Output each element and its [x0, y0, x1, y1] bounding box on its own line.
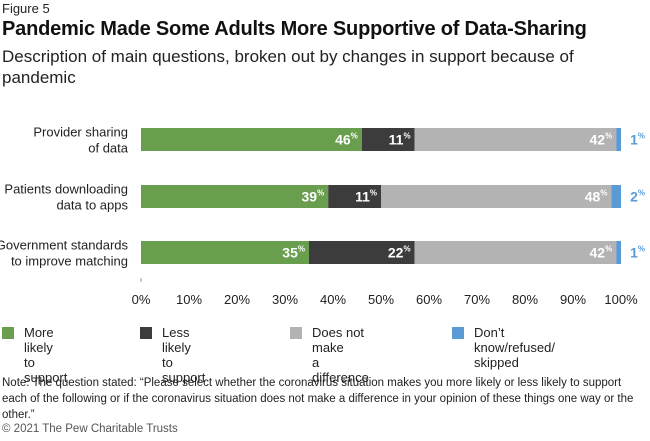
data-label: 42%	[589, 245, 612, 261]
legend-label: Less likely to support	[162, 325, 206, 385]
category-label: Government standards to improve matching	[0, 238, 129, 269]
bar-segment	[141, 241, 309, 264]
data-label: 2%	[630, 189, 645, 205]
figure-label: Figure 5	[2, 1, 50, 16]
chart-title: Pandemic Made Some Adults More Supportiv…	[2, 18, 587, 40]
legend-swatch	[290, 327, 302, 339]
data-label: 35%	[282, 245, 305, 261]
stacked-bar-chart: Provider sharing of data 46% 11% 42% 1% Patien…	[0, 125, 645, 308]
legend-label: More likely to support	[24, 325, 68, 385]
legend-swatch	[140, 327, 152, 339]
legend-swatch	[452, 327, 464, 339]
chart-note: Note: The question stated: “Please selec…	[2, 377, 634, 421]
x-tick-label: 80%	[512, 292, 538, 307]
bar-segment	[616, 241, 621, 264]
bar-segment	[328, 185, 381, 208]
data-label: 39%	[301, 189, 324, 205]
bar-segment	[361, 128, 415, 151]
legend-swatch	[2, 327, 14, 339]
x-tick-label: 0%	[132, 292, 151, 307]
x-tick-label: 90%	[560, 292, 586, 307]
bar-segment	[381, 185, 612, 208]
bar-segment	[141, 128, 362, 151]
bar-segment	[611, 185, 621, 208]
x-tick-label: 50%	[368, 292, 394, 307]
legend-label: Don’t know/refused/ skipped	[474, 325, 555, 370]
data-label: 11%	[389, 132, 411, 148]
category-label: Provider sharing of data	[33, 125, 128, 156]
copyright: © 2021 The Pew Charitable Trusts	[2, 423, 178, 435]
chart-subtitle: Description of main questions, broken ou…	[2, 47, 574, 87]
x-tick-label: 60%	[416, 292, 442, 307]
data-label: 48%	[585, 189, 608, 205]
x-tick-label: 70%	[464, 292, 490, 307]
data-label: 42%	[589, 132, 612, 148]
data-label: 11%	[355, 189, 377, 205]
legend-label: Does not make a difference	[312, 325, 369, 385]
category-label: Patients downloading data to apps	[4, 182, 128, 213]
bar-segment	[414, 128, 617, 151]
data-label: 22%	[388, 245, 411, 261]
x-tick-label: 20%	[224, 292, 250, 307]
bar-segment	[309, 241, 415, 264]
data-label: 1%	[630, 132, 645, 148]
x-tick-label: 10%	[176, 292, 202, 307]
bar-segment	[414, 241, 617, 264]
data-label: 46%	[335, 132, 358, 148]
x-tick-label: 100%	[604, 292, 638, 307]
x-tick-label: 40%	[320, 292, 346, 307]
x-tick-label: 30%	[272, 292, 298, 307]
data-label: 1%	[630, 245, 645, 261]
bar-segment	[616, 128, 621, 151]
bar-segment	[141, 185, 329, 208]
